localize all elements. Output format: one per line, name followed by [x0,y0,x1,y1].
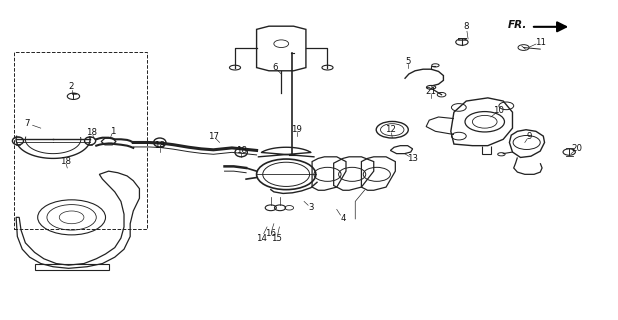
Text: 18: 18 [235,146,247,155]
Text: 7: 7 [25,119,30,128]
Text: 11: 11 [535,38,546,47]
Bar [14,52,147,228]
Text: 20: 20 [572,144,583,153]
Text: 21: 21 [426,87,436,96]
Text: 15: 15 [271,234,282,243]
Text: 17: 17 [208,132,219,140]
Text: 9: 9 [527,132,532,140]
Text: 3: 3 [308,203,313,212]
Text: 19: 19 [291,125,302,134]
Text: FR.: FR. [507,20,527,29]
Text: 1: 1 [110,127,116,136]
Text: 10: 10 [493,106,504,115]
Text: 18: 18 [154,141,165,150]
Text: 8: 8 [464,22,469,31]
Text: 2: 2 [69,82,74,91]
Text: 4: 4 [340,214,345,223]
Text: 13: 13 [407,154,418,163]
Text: 12: 12 [386,125,397,134]
Text: 16: 16 [265,229,276,238]
Text: 5: 5 [405,57,410,66]
Text: 18: 18 [87,128,98,137]
Text: 6: 6 [273,63,278,72]
Text: 14: 14 [256,234,267,243]
Text: 18: 18 [60,157,71,166]
